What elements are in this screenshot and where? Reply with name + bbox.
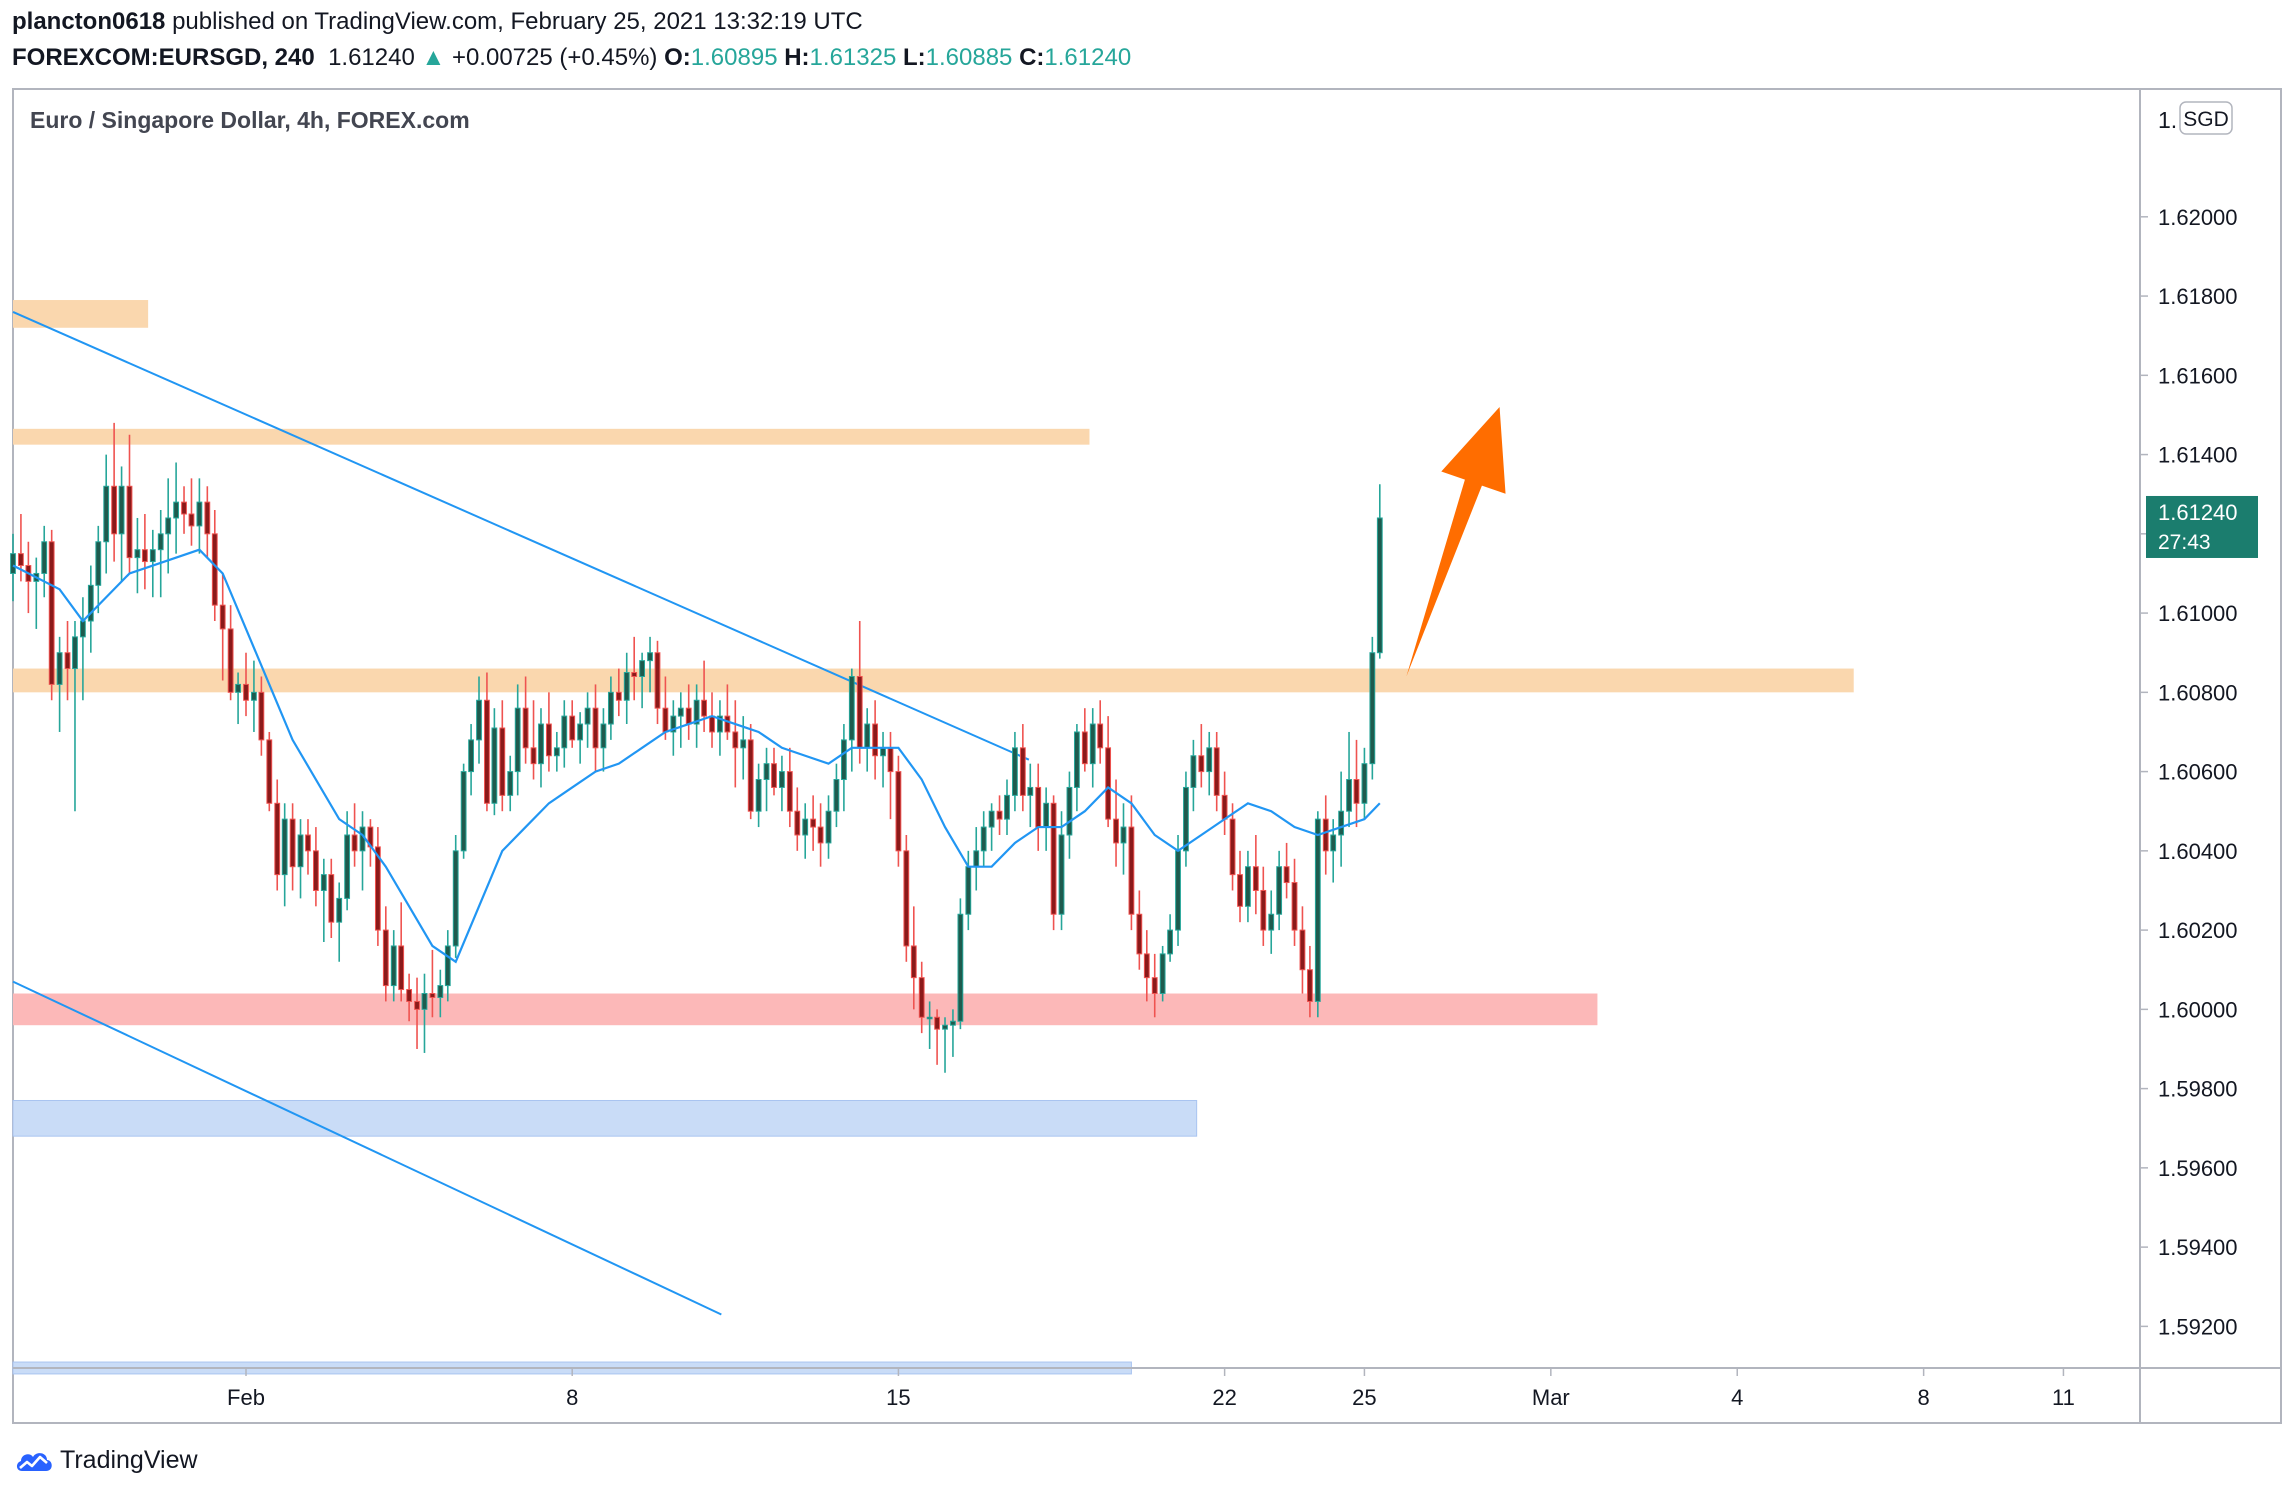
open-label: O:: [664, 44, 691, 71]
close-value: 1.61240: [1044, 44, 1132, 71]
chart-frame[interactable]: [12, 88, 2282, 1424]
author-name[interactable]: plancton0618: [12, 8, 166, 35]
change-value: +0.00725 (+0.45%): [451, 44, 658, 71]
symbol-label: FOREXCOM:EURSGD, 240: [12, 44, 315, 71]
tradingview-logo[interactable]: TradingView: [14, 1446, 198, 1475]
last-price: 1.61240: [328, 44, 415, 71]
high-value: 1.61325: [809, 44, 897, 71]
change-up-icon: ▲: [421, 44, 446, 71]
tradingview-cloud-icon: [16, 1452, 52, 1471]
close-label: C:: [1019, 44, 1045, 71]
publish-info: published on TradingView.com, February 2…: [172, 8, 863, 35]
footer-brand: TradingView: [60, 1446, 198, 1474]
open-value: 1.60895: [690, 44, 778, 71]
high-label: H:: [784, 44, 810, 71]
publish-line: plancton0618 published on TradingView.co…: [12, 8, 863, 36]
low-value: 1.60885: [925, 44, 1013, 71]
quote-line: FOREXCOM:EURSGD, 240 1.61240 ▲ +0.00725 …: [12, 44, 1131, 72]
low-label: L:: [902, 44, 926, 71]
